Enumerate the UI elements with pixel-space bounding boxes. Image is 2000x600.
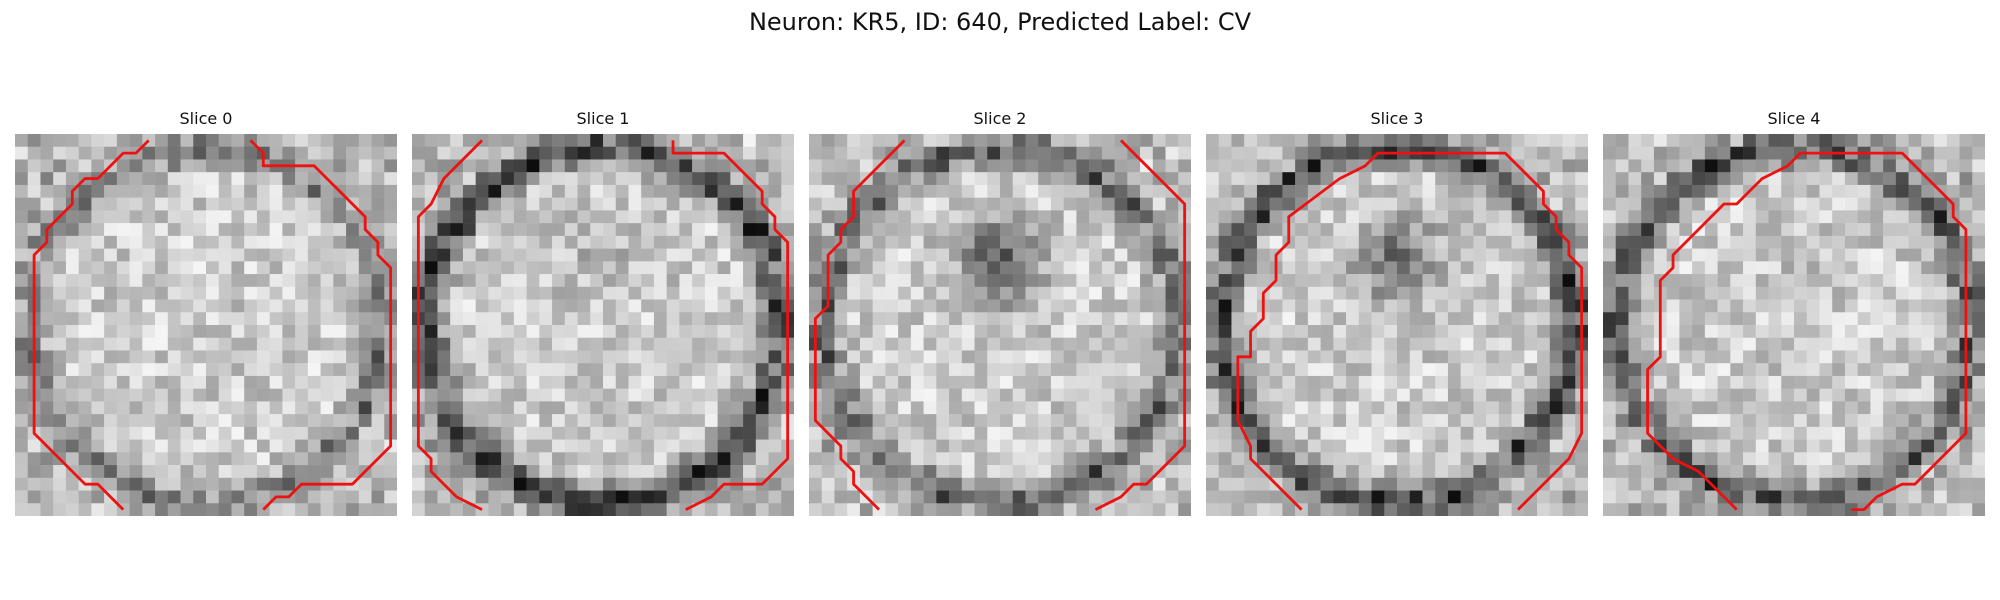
contour-line-2-0 [813, 139, 906, 511]
contour-line-1-0 [416, 139, 484, 511]
slice-panel-3: Slice 3 [1206, 108, 1588, 516]
slice-title-3: Slice 3 [1370, 109, 1424, 128]
contour-line-0-1 [249, 139, 393, 511]
slice-image-2 [809, 134, 1191, 516]
contour-line-2-1 [1094, 139, 1187, 511]
slice-title-4: Slice 4 [1767, 109, 1821, 128]
slice-image-3 [1206, 134, 1588, 516]
slice-image-1 [412, 134, 794, 516]
slice-image-4 [1603, 134, 1985, 516]
slice-panel-4: Slice 4 [1603, 108, 1985, 516]
slice-panel-2: Slice 2 [809, 108, 1191, 516]
figure-title: Neuron: KR5, ID: 640, Predicted Label: C… [748, 8, 1252, 36]
slice-title-2: Slice 2 [973, 109, 1027, 128]
contour-line-4-0 [1646, 151, 1968, 512]
slice-panel-1: Slice 1 [412, 108, 794, 516]
contour-line-0-0 [32, 139, 150, 511]
slice-panel-0: Slice 0 [15, 108, 397, 516]
slice-image-0 [15, 134, 397, 516]
contour-line-1-1 [671, 140, 790, 511]
contour-line-3-0 [1236, 151, 1584, 511]
slice-title-1: Slice 1 [576, 109, 630, 128]
slice-title-0: Slice 0 [179, 109, 233, 128]
